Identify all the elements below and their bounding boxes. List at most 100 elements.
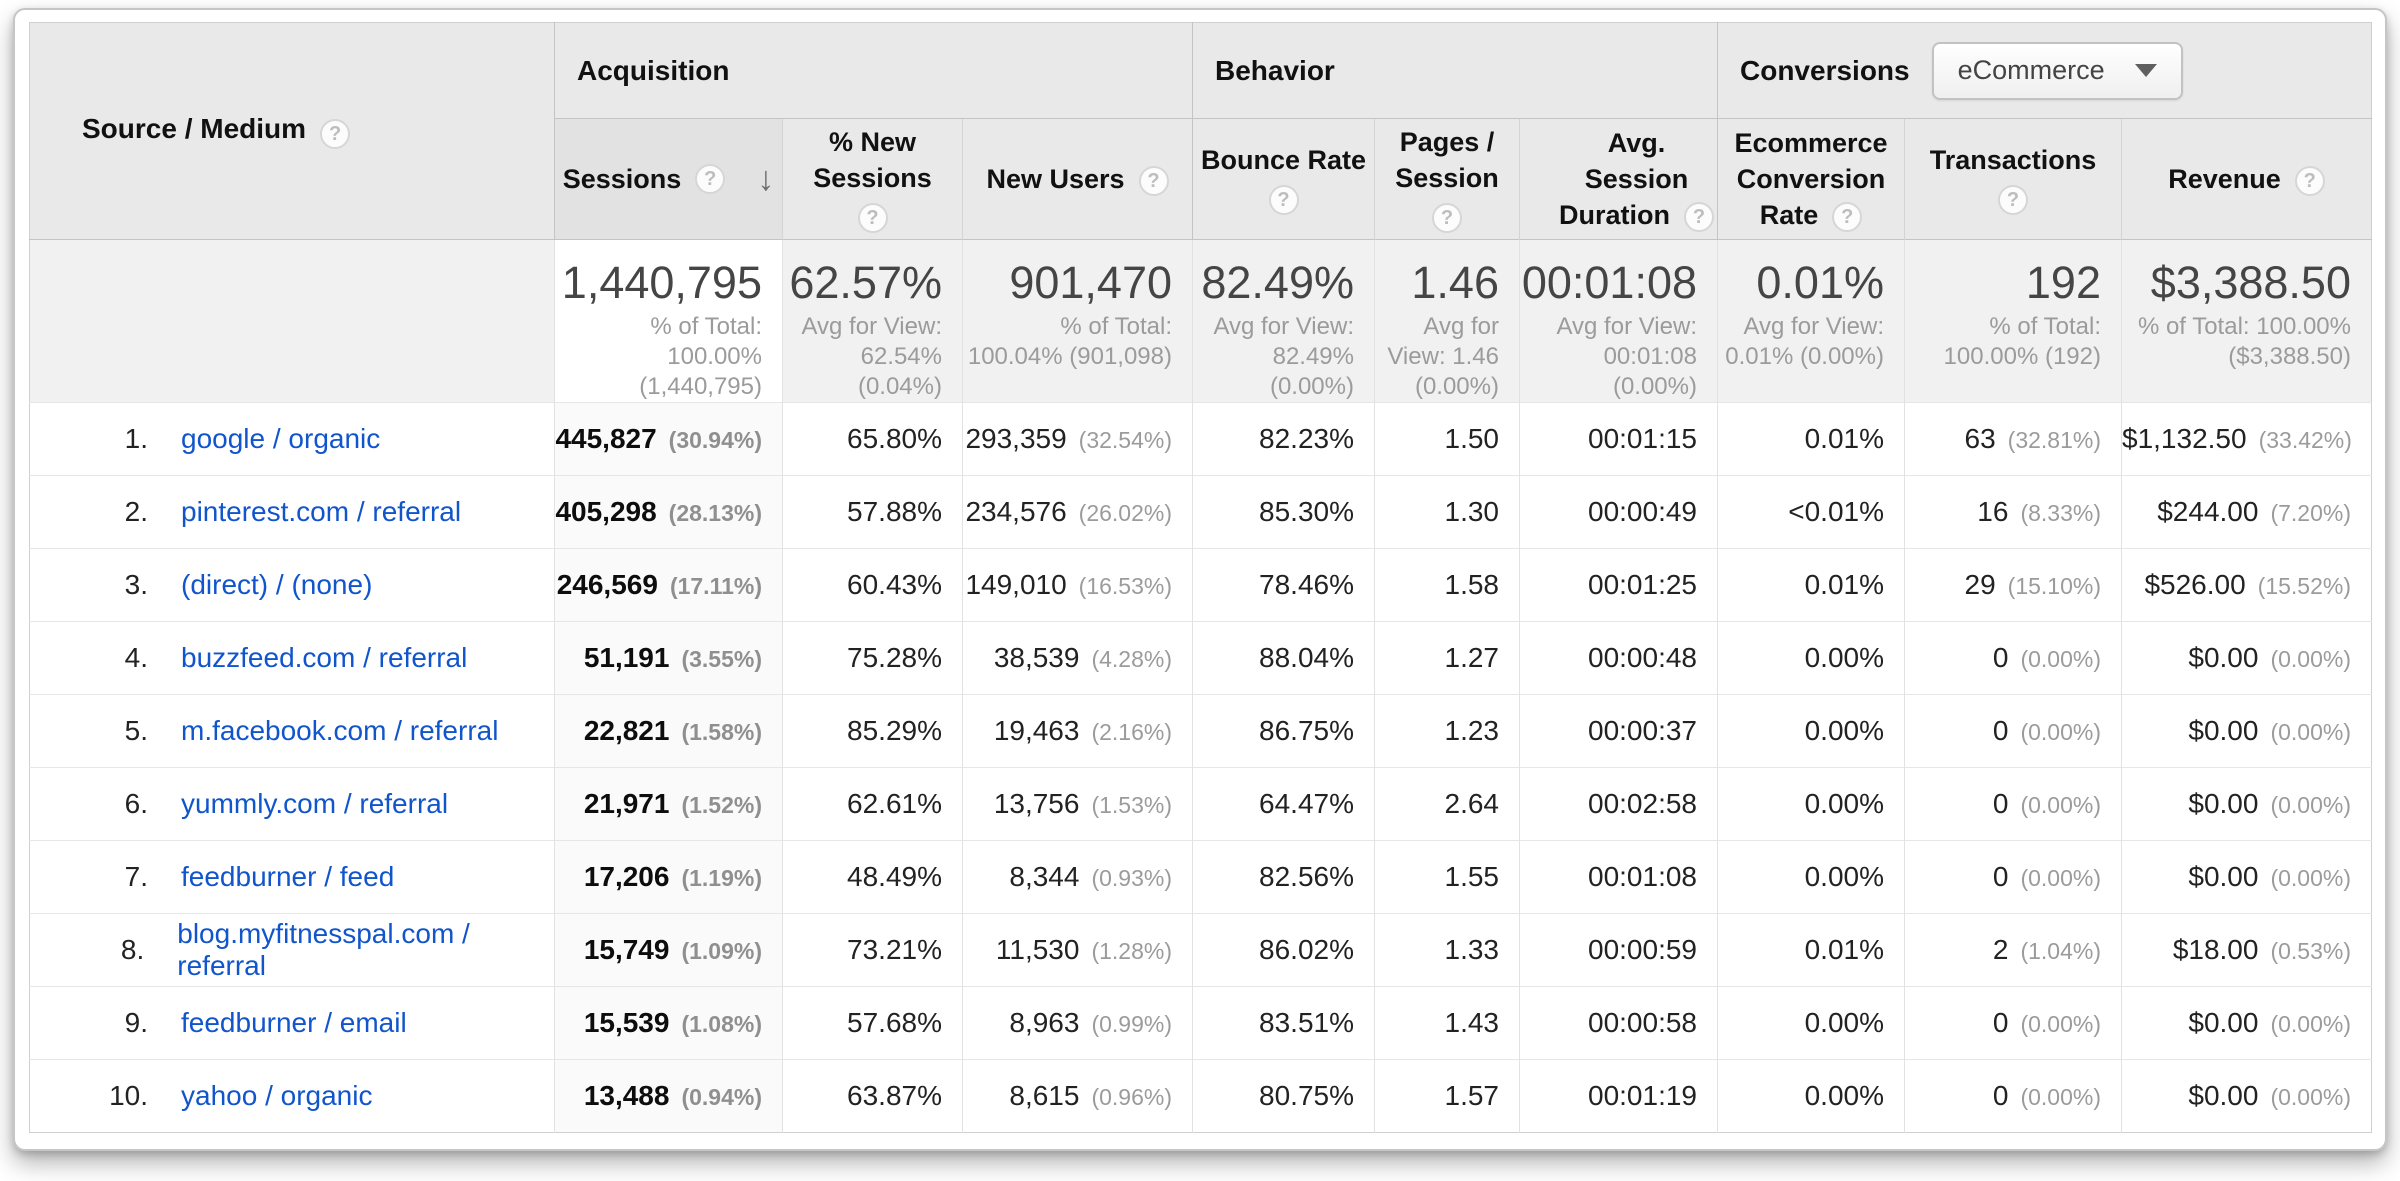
source-medium-link[interactable]: blog.myfitnesspal.com / referral — [177, 918, 470, 981]
row-number: 4. — [124, 642, 148, 673]
sort-descending-icon[interactable]: ↓ — [757, 160, 775, 198]
source-medium-link[interactable]: feedburner / email — [181, 1007, 407, 1038]
ecommerce-conversion-rate-cell: 0.01% — [1717, 402, 1905, 476]
source-medium-link[interactable]: yahoo / organic — [181, 1080, 373, 1111]
avg-session-duration-cell: 00:00:49 — [1519, 475, 1718, 549]
source-medium-cell: 5. m.facebook.com / referral — [29, 694, 555, 768]
column-header-pages-session[interactable]: Pages / Session ? — [1374, 118, 1520, 240]
revenue-cell: $0.00 (0.00%) — [2121, 1059, 2372, 1133]
screenshot-frame: Source / Medium? Acquisition Behavior Co… — [13, 8, 2387, 1151]
revenue-cell: $0.00 (0.00%) — [2121, 840, 2372, 914]
column-header-transactions[interactable]: Transactions ? — [1904, 118, 2122, 240]
source-medium-cell: 9. feedburner / email — [29, 986, 555, 1060]
row-number: 7. — [124, 861, 148, 892]
revenue-cell: $244.00 (7.20%) — [2121, 475, 2372, 549]
pages-session-cell: 1.27 — [1374, 621, 1520, 695]
transactions-cell: 2 (1.04%) — [1904, 913, 2122, 987]
row-number: 2. — [124, 496, 148, 527]
transactions-cell: 0 (0.00%) — [1904, 986, 2122, 1060]
sessions-cell: 246,569 (17.11%) — [554, 548, 783, 622]
transactions-cell: 0 (0.00%) — [1904, 767, 2122, 841]
bounce-rate-cell: 64.47% — [1192, 767, 1375, 841]
bounce-rate-cell: 80.75% — [1192, 1059, 1375, 1133]
help-icon[interactable]: ? — [1998, 184, 2028, 215]
source-medium-link[interactable]: (direct) / (none) — [181, 569, 373, 600]
pct-new-sessions-cell: 85.29% — [782, 694, 963, 768]
help-icon[interactable]: ? — [320, 118, 351, 149]
new-users-cell: 149,010 (16.53%) — [962, 548, 1193, 622]
table-row: 8. blog.myfitnesspal.com / referral 15,749… — [29, 913, 2372, 987]
ecommerce-conversion-rate-cell: 0.00% — [1717, 1059, 1905, 1133]
row-number: 6. — [124, 788, 148, 819]
column-header-revenue[interactable]: Revenue? — [2121, 118, 2372, 240]
column-header-avg-session-duration[interactable]: Avg. Session Duration? — [1519, 118, 1718, 240]
new-users-cell: 11,530 (1.28%) — [962, 913, 1193, 987]
row-number: 9. — [124, 1007, 148, 1038]
help-icon[interactable]: ? — [1268, 184, 1299, 215]
help-icon[interactable]: ? — [2294, 165, 2325, 196]
column-header-bounce-rate[interactable]: Bounce Rate ? — [1192, 118, 1375, 240]
summary-ecommerce-conversion-rate: 0.01% Avg for View: 0.01% (0.00%) — [1717, 239, 1905, 403]
summary-revenue: $3,388.50% of Total: 100.00% ($3,388.50) — [2121, 239, 2372, 403]
row-number: 10. — [109, 1080, 148, 1111]
new-users-cell: 13,756 (1.53%) — [962, 767, 1193, 841]
ecommerce-conversion-rate-cell: 0.00% — [1717, 840, 1905, 914]
ecommerce-conversion-rate-cell: 0.01% — [1717, 913, 1905, 987]
column-header-new-users[interactable]: New Users? — [962, 118, 1193, 240]
behavior-label: Behavior — [1215, 54, 1335, 86]
avg-session-duration-cell: 00:00:37 — [1519, 694, 1718, 768]
pct-new-sessions-cell: 62.61% — [782, 767, 963, 841]
avg-session-duration-cell: 00:00:59 — [1519, 913, 1718, 987]
help-icon[interactable]: ? — [857, 202, 888, 233]
summary-avg-session-duration: 00:01:08 Avg for View: 00:01:08 (0.00%) — [1519, 239, 1718, 403]
row-number: 1. — [124, 423, 148, 454]
avg-session-duration-cell: 00:02:58 — [1519, 767, 1718, 841]
source-medium-link[interactable]: buzzfeed.com / referral — [181, 642, 468, 673]
pages-session-cell: 1.58 — [1374, 548, 1520, 622]
pct-new-sessions-cell: 57.68% — [782, 986, 963, 1060]
ecommerce-conversion-rate-cell: <0.01% — [1717, 475, 1905, 549]
ecommerce-conversion-rate-cell: 0.00% — [1717, 621, 1905, 695]
sessions-cell: 445,827 (30.94%) — [554, 402, 783, 476]
ecommerce-conversion-rate-cell: 0.00% — [1717, 694, 1905, 768]
revenue-cell: $0.00 (0.00%) — [2121, 767, 2372, 841]
column-header-ecommerce-conversion-rate[interactable]: Ecommerce Conversion Rate? — [1717, 118, 1905, 240]
source-medium-link[interactable]: yummly.com / referral — [181, 788, 449, 819]
help-icon[interactable]: ? — [1684, 201, 1714, 232]
new-users-cell: 8,963 (0.99%) — [962, 986, 1193, 1060]
bounce-rate-cell: 82.56% — [1192, 840, 1375, 914]
conversions-goal-dropdown[interactable]: eCommerce — [1931, 41, 2183, 100]
column-header-source-medium[interactable]: Source / Medium? — [29, 22, 555, 240]
avg-session-duration-cell: 00:01:19 — [1519, 1059, 1718, 1133]
pages-session-cell: 1.23 — [1374, 694, 1520, 768]
help-icon[interactable]: ? — [695, 164, 726, 194]
transactions-cell: 16 (8.33%) — [1904, 475, 2122, 549]
column-header-sessions[interactable]: Sessions? ↓ — [554, 118, 783, 240]
transactions-cell: 0 (0.00%) — [1904, 621, 2122, 695]
source-medium-link[interactable]: feedburner / feed — [181, 861, 395, 892]
summary-bounce-rate: 82.49% Avg for View: 82.49% (0.00%) — [1192, 239, 1375, 403]
caret-down-icon — [2134, 64, 2157, 77]
table-body: 1,440,795% of Total: 100.00% (1,440,795)… — [29, 239, 2372, 1133]
source-medium-cell: 8. blog.myfitnesspal.com / referral — [29, 913, 555, 987]
source-medium-report-table: Source / Medium? Acquisition Behavior Co… — [29, 22, 2372, 1133]
new-users-cell: 293,359 (32.54%) — [962, 402, 1193, 476]
avg-session-duration-cell: 00:01:08 — [1519, 840, 1718, 914]
source-medium-link[interactable]: m.facebook.com / referral — [181, 715, 499, 746]
section-header-acquisition: Acquisition — [554, 22, 1193, 119]
column-header-pct-new-sessions[interactable]: % New Sessions ? — [782, 118, 963, 240]
help-icon[interactable]: ? — [1138, 165, 1169, 196]
section-header-conversions: Conversions eCommerce — [1717, 22, 2372, 119]
section-header-row: Source / Medium? Acquisition Behavior Co… — [29, 22, 2372, 240]
source-medium-link[interactable]: pinterest.com / referral — [181, 496, 462, 527]
pct-new-sessions-cell: 48.49% — [782, 840, 963, 914]
help-icon[interactable]: ? — [1832, 201, 1863, 232]
help-icon[interactable]: ? — [1432, 202, 1462, 233]
source-medium-link[interactable]: google / organic — [181, 423, 381, 454]
source-medium-cell: 2. pinterest.com / referral — [29, 475, 555, 549]
new-users-cell: 8,344 (0.93%) — [962, 840, 1193, 914]
revenue-cell: $18.00 (0.53%) — [2121, 913, 2372, 987]
source-medium-cell: 6. yummly.com / referral — [29, 767, 555, 841]
row-number: 5. — [124, 715, 148, 746]
source-medium-cell: 7. feedburner / feed — [29, 840, 555, 914]
